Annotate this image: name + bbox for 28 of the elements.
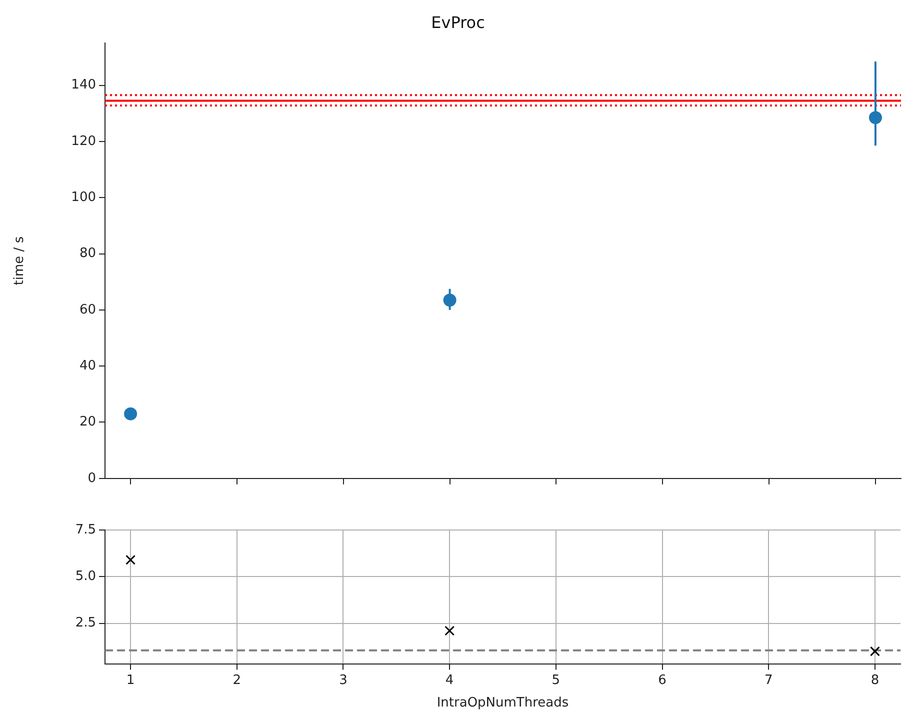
y-tick-label: 80 <box>79 246 96 262</box>
y-tick-label: 60 <box>79 302 96 318</box>
point <box>868 111 882 124</box>
x-tick-label: 8 <box>870 672 880 688</box>
y-tick-label: 0 <box>88 470 96 486</box>
point <box>870 646 880 656</box>
x-axis-title: IntraOpNumThreads <box>436 696 569 711</box>
y-axis-title: time / s <box>12 236 28 286</box>
y-tick-label: 140 <box>71 78 96 93</box>
y-tick-label: 5.0 <box>75 569 96 584</box>
x-tick-label: 4 <box>445 672 454 688</box>
y-tick-label: 7.5 <box>75 522 96 538</box>
x-tick-label: 5 <box>552 672 560 688</box>
point <box>444 626 455 636</box>
y-tick-label: 100 <box>71 190 96 205</box>
point <box>124 407 138 420</box>
x-tick-label: 2 <box>232 672 242 688</box>
point <box>443 294 456 307</box>
x-tick-label: 7 <box>764 672 773 688</box>
y-tick-label: 2.5 <box>75 616 96 631</box>
chart-title: EvProc <box>431 12 485 32</box>
y-tick-label: 120 <box>71 134 96 149</box>
point <box>126 554 136 565</box>
x-tick-label: 6 <box>658 672 666 688</box>
x-tick-label: 1 <box>126 672 135 688</box>
y-tick-label: 40 <box>79 358 96 374</box>
x-tick-label: 3 <box>339 672 348 688</box>
y-tick-label: 20 <box>79 414 96 430</box>
